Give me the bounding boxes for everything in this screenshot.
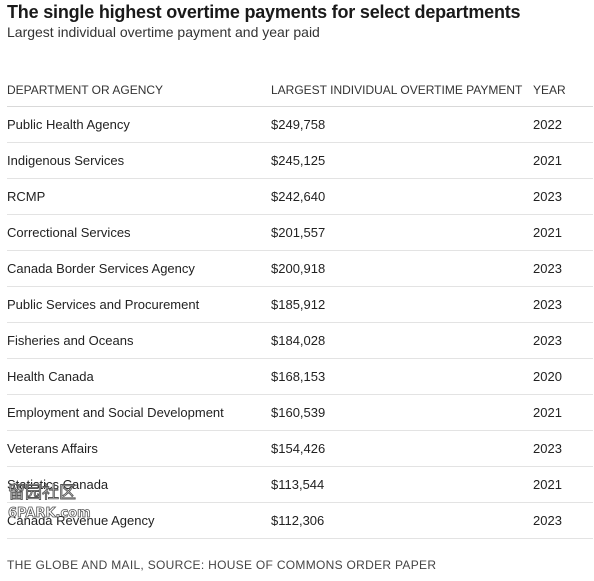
watermark-text-bottom: 6PARK.com	[8, 506, 91, 521]
table-row: Health Canada $168,153 2020	[7, 358, 593, 395]
cell-year: 2021	[533, 466, 593, 503]
cell-year: 2023	[533, 502, 593, 539]
cell-payment: $242,640	[271, 178, 533, 215]
cell-year: 2023	[533, 250, 593, 287]
cell-payment: $201,557	[271, 214, 533, 251]
cell-payment: $160,539	[271, 394, 533, 431]
cell-department: Canada Border Services Agency	[7, 250, 271, 287]
cell-payment: $113,544	[271, 466, 533, 503]
cell-year: 2023	[533, 286, 593, 323]
table-row: Correctional Services $201,557 2021	[7, 214, 593, 251]
cell-department: Employment and Social Development	[7, 394, 271, 431]
table-header-row: DEPARTMENT OR AGENCY LARGEST INDIVIDUAL …	[7, 64, 593, 107]
cell-payment: $154,426	[271, 430, 533, 467]
table-row: Statistics Canada $113,544 2021	[7, 466, 593, 503]
cell-department: Fisheries and Oceans	[7, 322, 271, 359]
cell-year: 2021	[533, 394, 593, 431]
cell-payment: $168,153	[271, 358, 533, 395]
source-credit: THE GLOBE AND MAIL, SOURCE: HOUSE OF COM…	[7, 558, 437, 572]
table-row: Employment and Social Development $160,53…	[7, 394, 593, 431]
cell-year: 2020	[533, 358, 593, 395]
column-header-year: YEAR	[533, 64, 593, 107]
watermark-text-top: 留园社区	[8, 483, 76, 503]
cell-department: Health Canada	[7, 358, 271, 395]
cell-payment: $112,306	[271, 502, 533, 539]
cell-department: Canada Revenue Agency	[7, 502, 271, 539]
table-row: Indigenous Services $245,125 2021	[7, 142, 593, 179]
cell-year: 2022	[533, 106, 593, 143]
cell-year: 2023	[533, 430, 593, 467]
cell-payment: $249,758	[271, 106, 533, 143]
cell-year: 2021	[533, 214, 593, 251]
table-row: Fisheries and Oceans $184,028 2023	[7, 322, 593, 359]
table-body: Public Health Agency $249,758 2022 Indigeno…	[7, 106, 593, 539]
table-row: Public Services and Procurement $185,912 2…	[7, 286, 593, 323]
column-header-department: DEPARTMENT OR AGENCY	[7, 64, 271, 107]
watermark-logo: 留园社区 6PARK.com	[8, 483, 92, 522]
cell-department: Correctional Services	[7, 214, 271, 251]
chart-subtitle: Largest individual overtime payment and …	[7, 24, 320, 40]
table-row: Veterans Affairs $154,426 2023	[7, 430, 593, 467]
table-row: Canada Revenue Agency $112,306 2023	[7, 502, 593, 539]
cell-year: 2023	[533, 178, 593, 215]
cell-payment: $245,125	[271, 142, 533, 179]
cell-payment: $185,912	[271, 286, 533, 323]
cell-department: Public Health Agency	[7, 106, 271, 143]
cell-department: Statistics Canada	[7, 466, 271, 503]
column-header-payment: LARGEST INDIVIDUAL OVERTIME PAYMENT	[271, 64, 533, 107]
table-row: RCMP $242,640 2023	[7, 178, 593, 215]
cell-payment: $184,028	[271, 322, 533, 359]
cell-department: Indigenous Services	[7, 142, 271, 179]
cell-department: Veterans Affairs	[7, 430, 271, 467]
cell-payment: $200,918	[271, 250, 533, 287]
cell-year: 2021	[533, 142, 593, 179]
cell-department: Public Services and Procurement	[7, 286, 271, 323]
chart-container: The single highest overtime payments for…	[7, 0, 593, 572]
overtime-table: DEPARTMENT OR AGENCY LARGEST INDIVIDUAL …	[7, 64, 593, 539]
cell-department: RCMP	[7, 178, 271, 215]
chart-title: The single highest overtime payments for…	[7, 2, 521, 22]
cell-year: 2023	[533, 322, 593, 359]
table-row: Public Health Agency $249,758 2022	[7, 106, 593, 143]
table-row: Canada Border Services Agency $200,918 202…	[7, 250, 593, 287]
